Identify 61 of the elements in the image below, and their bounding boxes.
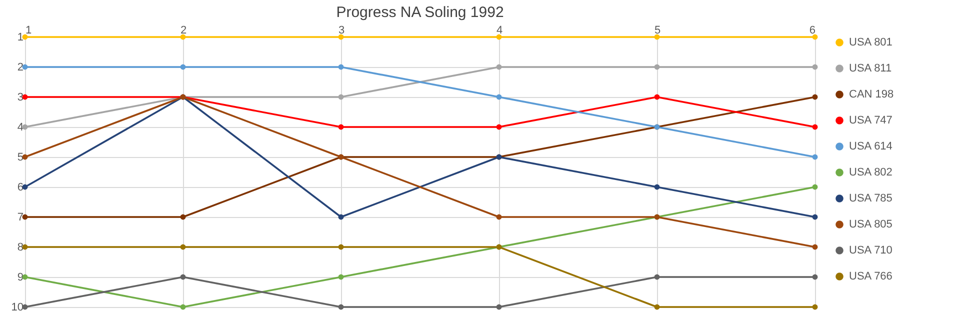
legend-label: USA 710: [849, 244, 892, 256]
y-tick-label: 10: [11, 302, 24, 314]
point: [812, 184, 818, 190]
y-tick-label: 4: [17, 122, 24, 134]
point: [812, 214, 818, 220]
legend-label: CAN 198: [849, 88, 894, 100]
point: [654, 34, 660, 40]
legend-label: USA 614: [849, 140, 892, 152]
x-tick-label: 5: [654, 24, 661, 36]
point: [496, 64, 502, 70]
point: [496, 124, 502, 130]
point: [338, 34, 344, 40]
y-tick-label: 7: [17, 212, 24, 224]
chart-title: Progress NA Soling 1992: [336, 4, 504, 21]
y-tick-label: 6: [17, 182, 24, 194]
point: [812, 154, 818, 160]
point: [496, 214, 502, 220]
point: [338, 304, 344, 310]
legend-label: USA 811: [849, 62, 892, 74]
point: [496, 304, 502, 310]
point: [812, 274, 818, 280]
point: [338, 64, 344, 70]
point: [812, 124, 818, 130]
point: [180, 274, 186, 280]
point: [654, 94, 660, 100]
point: [654, 274, 660, 280]
point: [338, 94, 344, 100]
point: [812, 94, 818, 100]
legend-label: USA 766: [849, 270, 892, 282]
point: [180, 214, 186, 220]
legend-label: USA 785: [849, 192, 892, 204]
point: [180, 64, 186, 70]
x-tick-label: 6: [809, 24, 816, 36]
point: [812, 304, 818, 310]
point: [812, 244, 818, 250]
legend-label: USA 801: [849, 36, 892, 48]
point: [812, 64, 818, 70]
point: [496, 94, 502, 100]
point: [338, 274, 344, 280]
point: [338, 244, 344, 250]
x-tick-label: 2: [180, 24, 187, 36]
point: [812, 34, 818, 40]
point: [654, 184, 660, 190]
x-tick-label: 1: [26, 24, 32, 36]
x-tick-label: 3: [338, 24, 345, 36]
y-tick-label: 2: [17, 62, 24, 74]
y-tick-label: 8: [17, 242, 24, 254]
point: [180, 244, 186, 250]
y-tick-label: 3: [17, 92, 24, 104]
point: [654, 304, 660, 310]
point: [180, 304, 186, 310]
point: [654, 64, 660, 70]
y-tick-label: 5: [17, 152, 24, 164]
point: [496, 34, 502, 40]
point: [338, 124, 344, 130]
legend-label: USA 747: [849, 114, 892, 126]
point: [338, 214, 344, 220]
point: [180, 34, 186, 40]
x-tick-label: 4: [496, 24, 503, 36]
legend-label: USA 805: [849, 218, 892, 230]
legend-label: USA 802: [849, 166, 892, 178]
